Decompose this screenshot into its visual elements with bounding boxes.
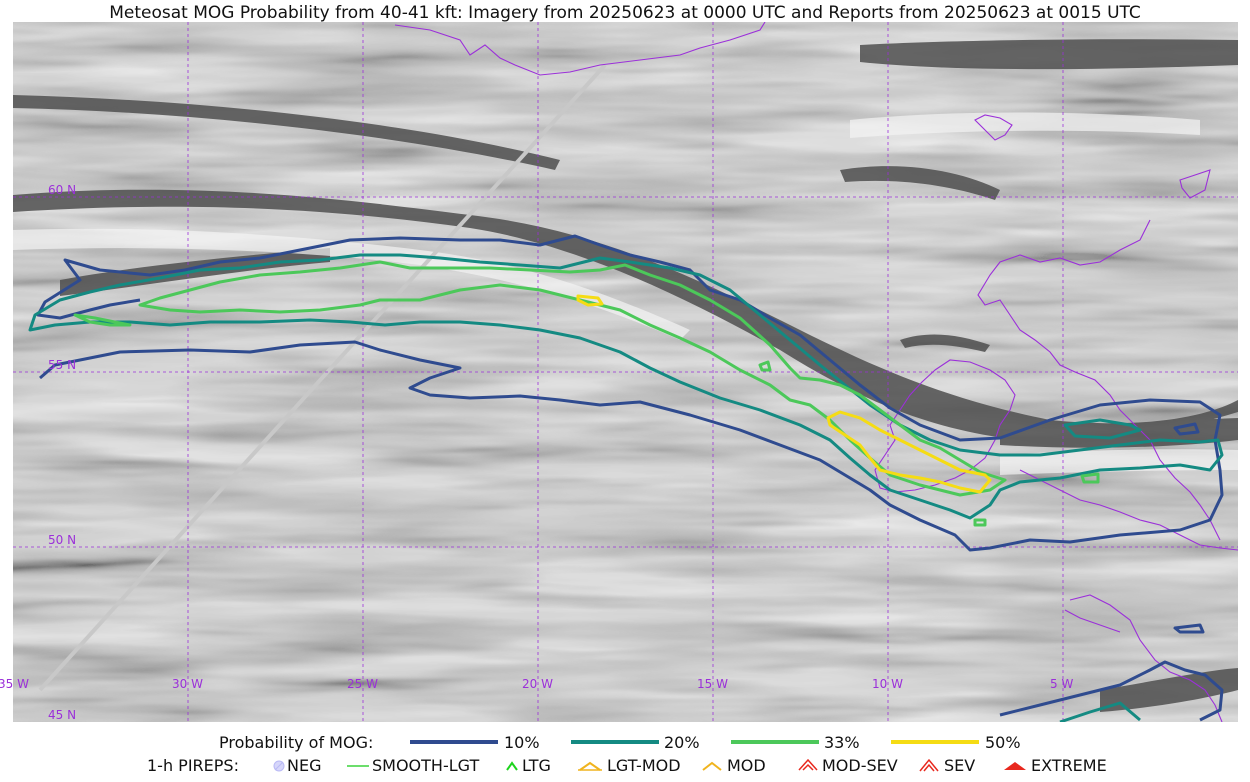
mod-caret-icon: [702, 761, 722, 771]
legend-line-33pct: [731, 740, 819, 744]
pirep-label-smooth-lgt: SMOOTH-LGT: [372, 756, 480, 775]
france-coast: [1069, 594, 1223, 722]
pirep-label-mod: MOD: [727, 756, 766, 775]
scotland-coast: [977, 219, 1221, 541]
smooth-line-icon: [347, 765, 369, 767]
lon-label-15w: 15 W: [697, 677, 728, 691]
legend-line-10pct: [410, 740, 498, 744]
lat-label-55: 55 N: [48, 358, 76, 372]
lon-label-20w: 20 W: [522, 677, 553, 691]
legend-label-10pct: 10%: [504, 733, 540, 752]
pirep-label-sev: SEV: [944, 756, 976, 775]
contour-33pct-small: [758, 360, 1100, 527]
lon-label-10w: 10 W: [872, 677, 903, 691]
pirep-label-lgt-mod: LGT-MOD: [607, 756, 681, 775]
extreme-icon: [1004, 762, 1026, 770]
legend-label-20pct: 20%: [664, 733, 700, 752]
mod-sev-icon: [798, 758, 818, 771]
legend-line-50pct: [891, 740, 979, 744]
contour-10pct-uk: [999, 660, 1224, 722]
map-title: Meteosat MOG Probability from 40-41 kft:…: [109, 3, 1141, 23]
lon-label-30w: 30 W: [172, 677, 203, 691]
sev-icon: [919, 758, 939, 772]
satellite-map[interactable]: 60 N 55 N 50 N 45 N 35 W 30 W 25 W 20 W …: [0, 0, 1250, 730]
lon-label-5w: 5 W: [1050, 677, 1073, 691]
coastlines: [394, 22, 1238, 722]
pirep-label-neg: NEG: [287, 756, 322, 775]
ltg-caret-icon: [506, 761, 518, 771]
contour-20pct: [28, 253, 1224, 520]
pirep-label-extreme: EXTREME: [1031, 756, 1107, 775]
faroe-coast: [974, 114, 1013, 141]
contour-10pct-island2: [1173, 623, 1205, 634]
bright-band-features: [13, 112, 1238, 475]
probability-legend-title: Probability of MOG:: [219, 733, 374, 752]
contour-50pct-small: [576, 294, 604, 307]
legend-label-33pct: 33%: [824, 733, 860, 752]
lat-label-45: 45 N: [48, 708, 76, 722]
contour-33pct: [73, 260, 1007, 497]
pirep-label-ltg: LTG: [522, 756, 551, 775]
contour-10pct-island: [1173, 422, 1200, 436]
legend-line-20pct: [571, 740, 659, 744]
lon-label-25w: 25 W: [347, 677, 378, 691]
legend-label-50pct: 50%: [985, 733, 1021, 752]
latlon-grid: [13, 22, 1238, 722]
lat-label-60: 60 N: [48, 183, 76, 197]
lon-label-35w: 35 W: [0, 677, 29, 691]
probability-legend: Probability of MOG: 10% 20% 33% 50%: [0, 733, 1250, 755]
satellite-edge-line: [38, 63, 607, 692]
pireps-legend-title: 1-h PIREPS:: [147, 756, 239, 775]
brittany-coast: [1064, 609, 1121, 633]
lat-label-50: 50 N: [48, 533, 76, 547]
neg-circle-icon: [273, 760, 285, 772]
pireps-legend: 1-h PIREPS: NEG SMOOTH-LGT LTG LGT-MOD M…: [0, 756, 1250, 778]
iceland-coast: [394, 22, 766, 76]
contour-10pct: [36, 234, 1224, 552]
wales-england-coast: [1019, 469, 1238, 551]
contour-20pct-island: [1063, 418, 1142, 440]
lgt-mod-icon: [578, 761, 602, 771]
contour-50pct: [826, 410, 992, 494]
contour-20pct-uk: [1059, 701, 1141, 722]
mog-contours: [28, 234, 1224, 722]
pirep-label-mod-sev: MOD-SEV: [822, 756, 898, 775]
shetland-coast: [1179, 169, 1211, 199]
ireland-coast: [874, 359, 1016, 493]
